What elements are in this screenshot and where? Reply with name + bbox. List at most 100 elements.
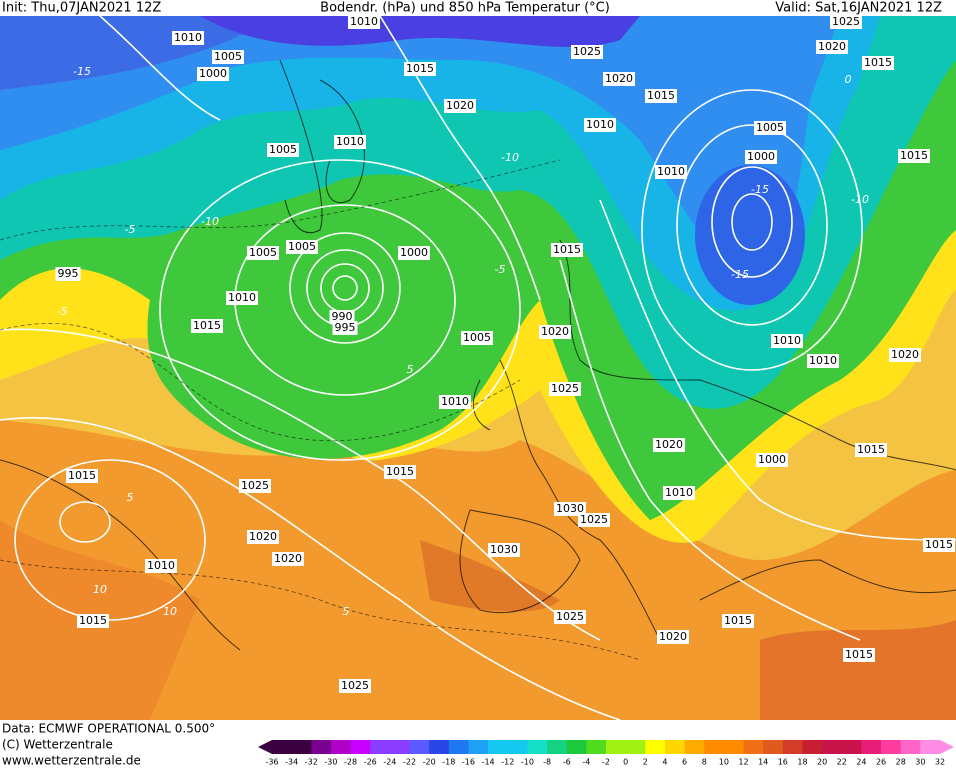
isobar-label-box bbox=[578, 513, 610, 527]
colorbar-swatch bbox=[429, 740, 450, 754]
isobar-label: 1010 bbox=[773, 334, 801, 347]
isobar-label: 1015 bbox=[900, 149, 928, 162]
colorbar-label: -34 bbox=[285, 758, 298, 767]
isobar-label: 1025 bbox=[832, 15, 860, 28]
isobar-label-box bbox=[348, 15, 380, 29]
isobar-label-box bbox=[923, 538, 955, 552]
isobar-label-box bbox=[398, 246, 430, 260]
isobar-label-box bbox=[226, 291, 258, 305]
colorbar-swatch bbox=[389, 740, 411, 754]
isobar-label-box bbox=[444, 99, 476, 113]
colorbar-label: -14 bbox=[482, 758, 495, 767]
isobar-label: 1025 bbox=[556, 610, 584, 623]
colorbar-label: -6 bbox=[563, 758, 571, 767]
colorbar-swatch bbox=[488, 740, 509, 754]
isobar-label: 1000 bbox=[400, 246, 428, 259]
colorbar-label: -10 bbox=[521, 758, 534, 767]
isobar-label-box bbox=[247, 246, 279, 260]
colorbar-swatch bbox=[822, 740, 843, 754]
colorbar-label: 2 bbox=[643, 758, 648, 767]
isobar-label-box bbox=[754, 121, 786, 135]
isobar-label: 1015 bbox=[386, 465, 414, 478]
colorbar-swatch bbox=[723, 740, 745, 754]
isobar-label: 1020 bbox=[659, 630, 687, 643]
copyright: (C) Wetterzentrale bbox=[2, 738, 113, 752]
isobar-label-box bbox=[247, 530, 279, 544]
colorbar-label: 0 bbox=[623, 758, 628, 767]
isobar-label: 1020 bbox=[655, 438, 683, 451]
isobar-label-box bbox=[77, 614, 109, 628]
isobar-label: 1010 bbox=[441, 395, 469, 408]
isobar-label-box bbox=[807, 354, 839, 368]
map-title: Bodendr. (hPa) und 850 hPa Temperatur (°… bbox=[320, 1, 610, 16]
isobar-label-box bbox=[655, 165, 687, 179]
isobar-label: 1005 bbox=[214, 50, 242, 63]
colorbar-label: -22 bbox=[403, 758, 416, 767]
isobar-label: 1010 bbox=[336, 135, 364, 148]
colorbar-swatch bbox=[684, 740, 705, 754]
colorbar-label: 18 bbox=[797, 758, 807, 767]
isotherm-label: -15 bbox=[751, 183, 769, 196]
isobar-label-box bbox=[898, 149, 930, 163]
isobar-label-box bbox=[653, 438, 685, 452]
colorbar-label: -26 bbox=[364, 758, 377, 767]
isobar-label-box bbox=[551, 243, 583, 257]
colorbar-swatch bbox=[606, 740, 627, 754]
isobar-label: 1010 bbox=[665, 486, 693, 499]
colorbar-label: 16 bbox=[778, 758, 788, 767]
colorbar-label: 24 bbox=[856, 758, 866, 767]
isobar-label-box bbox=[549, 382, 581, 396]
data-source: Data: ECMWF OPERATIONAL 0.500° bbox=[2, 722, 215, 736]
isobar-label-box bbox=[584, 118, 616, 132]
colorbar-swatch bbox=[841, 740, 862, 754]
isobar-label: 1015 bbox=[864, 56, 892, 69]
isobar-label: 990 bbox=[332, 310, 353, 323]
isobar-label-box bbox=[554, 502, 586, 516]
colorbar-swatch bbox=[861, 740, 882, 754]
isobar-label: 1000 bbox=[758, 453, 786, 466]
isobar-label: 1020 bbox=[274, 552, 302, 565]
colorbar-label: 4 bbox=[662, 758, 667, 767]
isobar-label: 1030 bbox=[490, 543, 518, 556]
colorbar-label: 20 bbox=[817, 758, 827, 767]
isobar-label: 1025 bbox=[241, 479, 269, 492]
isotherm-label: -10 bbox=[851, 193, 869, 206]
isobar-label: 1005 bbox=[288, 240, 316, 253]
isobar-label-box bbox=[191, 319, 223, 333]
colorbar-swatch bbox=[547, 740, 568, 754]
colorbar-label: -8 bbox=[543, 758, 551, 767]
isobar-label: 1015 bbox=[553, 243, 581, 256]
colorbar-label: -16 bbox=[462, 758, 475, 767]
isotherm-label: -5 bbox=[57, 305, 68, 318]
colorbar-swatch bbox=[350, 740, 371, 754]
isotherm-label: -5 bbox=[495, 263, 506, 276]
isobar-label: 1005 bbox=[463, 331, 491, 344]
colorbar-label: 8 bbox=[702, 758, 707, 767]
isobar-label-box bbox=[212, 50, 244, 64]
isobar-label: 1020 bbox=[605, 72, 633, 85]
colorbar-label: -24 bbox=[383, 758, 396, 767]
isotherm-label: 5 bbox=[127, 491, 134, 504]
isotherm-label: 10 bbox=[163, 605, 177, 618]
colorbar-label: -36 bbox=[265, 758, 278, 767]
colorbar-swatch bbox=[645, 740, 666, 754]
colorbar-swatch bbox=[900, 740, 921, 754]
colorbar-label: -4 bbox=[582, 758, 590, 767]
isobar-label-box bbox=[239, 479, 271, 493]
colorbar-swatch bbox=[311, 740, 332, 754]
isobar-label-box bbox=[722, 614, 754, 628]
isobar-label: 1005 bbox=[269, 143, 297, 156]
isobar-label-box bbox=[334, 135, 366, 149]
isobar-label-box bbox=[461, 331, 493, 345]
isobar-label: 1000 bbox=[747, 150, 775, 163]
isotherms bbox=[0, 159, 641, 661]
colorbar-label: -18 bbox=[442, 758, 455, 767]
isobar-label-box bbox=[286, 240, 318, 254]
isobar-label: 1025 bbox=[580, 513, 608, 526]
isobar-label-box bbox=[756, 453, 788, 467]
colorbar-swatch bbox=[527, 740, 548, 754]
isobar-label-box bbox=[539, 325, 571, 339]
isotherm-label: 5 bbox=[407, 363, 414, 376]
isotherm-label: -10 bbox=[501, 151, 519, 164]
isobar-label: 1015 bbox=[79, 614, 107, 627]
